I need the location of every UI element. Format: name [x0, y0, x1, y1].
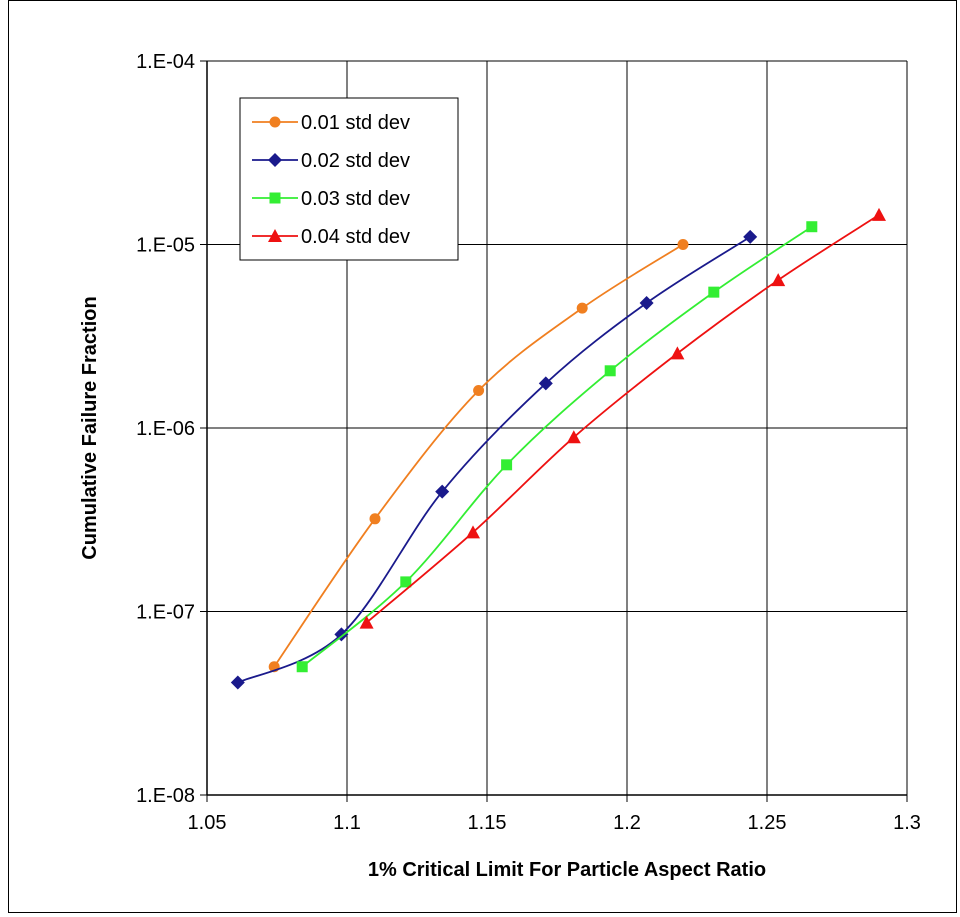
legend-swatch-marker — [268, 229, 282, 242]
series-3 — [296, 221, 818, 673]
legend-entry-label: 0.04 std dev — [301, 226, 410, 248]
x-axis-title: 1% Critical Limit For Particle Aspect Ra… — [368, 859, 766, 881]
legend-swatch-marker — [269, 116, 281, 128]
y-tick-label: 1.E-05 — [136, 235, 195, 257]
series-line — [273, 243, 684, 668]
legend-entry-label: 0.02 std dev — [301, 150, 410, 172]
legend-swatch-marker — [269, 192, 281, 204]
x-tick-label: 1.05 — [188, 812, 227, 834]
chart-frame — [8, 0, 957, 913]
data-point — [230, 675, 245, 690]
data-point — [576, 302, 588, 314]
series-layer — [230, 207, 886, 690]
data-point — [806, 221, 818, 233]
data-point — [435, 484, 450, 499]
series-4 — [359, 207, 886, 629]
data-point — [296, 661, 308, 673]
y-axis-title: Cumulative Failure Fraction — [79, 296, 101, 559]
data-point — [604, 365, 616, 377]
legend: 0.01 std dev 0.02 std dev 0.03 std dev 0.04… — [239, 97, 459, 261]
data-point — [400, 576, 412, 588]
y-tick-label: 1.E-06 — [136, 418, 195, 440]
legend-entry-label: 0.01 std dev — [301, 112, 410, 134]
data-point — [670, 346, 685, 360]
data-point — [872, 207, 886, 221]
x-tick-label: 1.2 — [613, 812, 641, 834]
data-point — [334, 627, 349, 642]
y-tick-label: 1.E-08 — [136, 785, 195, 807]
data-point — [538, 376, 553, 391]
y-tick-label: 1.E-07 — [136, 602, 195, 624]
data-point — [743, 229, 758, 244]
series-line — [301, 225, 813, 668]
x-tick-label: 1.15 — [468, 812, 507, 834]
data-point — [639, 295, 654, 310]
x-tick-label: 1.25 — [748, 812, 787, 834]
series-2 — [230, 229, 758, 690]
legend-swatch-marker — [268, 153, 282, 167]
x-tick-label: 1.1 — [333, 812, 361, 834]
data-point — [771, 273, 786, 287]
data-point — [359, 615, 374, 629]
legend-entry-label: 0.03 std dev — [301, 188, 410, 210]
data-point — [677, 239, 689, 250]
data-point — [501, 459, 513, 471]
series-line — [366, 214, 880, 624]
series-line — [237, 236, 751, 684]
y-tick-label: 1.E-04 — [136, 51, 195, 73]
data-point — [473, 385, 485, 397]
axes — [200, 60, 908, 802]
data-point — [708, 286, 720, 298]
tick-labels: 1.05 1.1 1.15 1.2 1.25 1.3 1.E-08 1.E-07 1.E-06 1… — [136, 51, 921, 834]
x-tick-label: 1.3 — [893, 812, 921, 834]
data-point — [369, 513, 381, 525]
data-point — [466, 525, 480, 539]
data-point — [566, 430, 581, 444]
series-1 — [268, 239, 689, 673]
